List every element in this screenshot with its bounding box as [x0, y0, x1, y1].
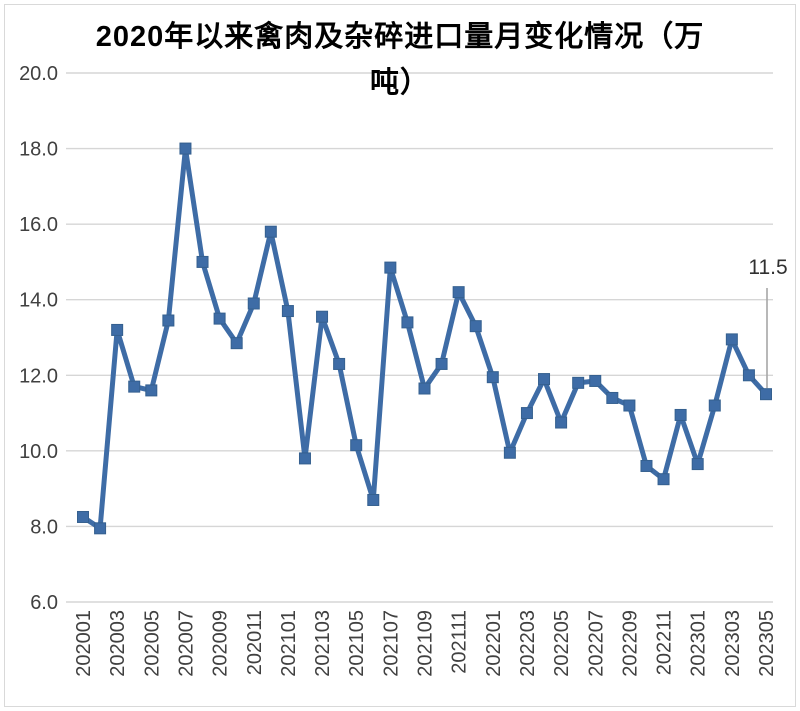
data-point-marker: [350, 439, 363, 452]
x-axis-label: 202301: [688, 610, 710, 677]
data-point-marker: [179, 142, 192, 155]
x-axis-label: 202003: [107, 610, 129, 677]
data-point-marker: [162, 314, 175, 327]
data-point-marker: [725, 333, 738, 346]
x-axis-label: 202001: [73, 610, 95, 677]
x-axis-label: 202303: [722, 610, 744, 677]
x-axis-label: 202211: [654, 610, 676, 675]
y-axis-label: 12.0: [19, 365, 58, 387]
data-point-marker: [691, 458, 704, 471]
data-point-marker: [538, 373, 551, 386]
x-axis-label: 202007: [175, 610, 197, 677]
y-axis-label: 10.0: [19, 441, 58, 463]
data-point-marker: [298, 452, 311, 465]
x-axis-label: 202111: [449, 610, 471, 674]
data-point-marker: [435, 357, 448, 370]
data-point-marker: [674, 408, 687, 421]
x-axis-label: 202207: [585, 610, 607, 677]
data-point-marker: [367, 493, 380, 506]
y-axis-label: 8.0: [30, 516, 58, 538]
y-axis-label: 16.0: [19, 214, 58, 236]
data-point-marker: [469, 320, 482, 333]
data-point-marker: [623, 399, 636, 412]
data-point-marker: [247, 297, 260, 310]
x-axis-label: 202205: [551, 610, 573, 677]
data-point-marker: [77, 510, 89, 523]
data-point-marker: [572, 376, 585, 389]
data-point-marker: [418, 382, 431, 395]
data-point-marker: [333, 357, 346, 370]
data-point-marker: [708, 399, 721, 412]
x-axis-label: 202009: [210, 610, 232, 677]
data-point-marker: [316, 310, 329, 323]
x-axis-label: 202011: [244, 610, 266, 675]
y-axis-label: 14.0: [19, 290, 58, 312]
x-axis-label: 202305: [756, 610, 778, 677]
y-axis-label: 18.0: [19, 139, 58, 161]
data-point-marker: [760, 388, 772, 401]
x-axis-label: 202203: [517, 610, 539, 677]
data-point-marker: [384, 261, 397, 274]
x-axis-label: 202201: [483, 610, 505, 677]
data-point-marker: [128, 380, 141, 393]
data-point-marker: [196, 255, 209, 268]
y-axis-label: 6.0: [30, 592, 58, 614]
data-point-marker: [657, 473, 670, 486]
x-axis-label: 202109: [415, 610, 437, 677]
data-point-marker: [401, 316, 414, 329]
x-axis-label: 202005: [141, 610, 163, 677]
x-axis-label: 202101: [278, 610, 300, 677]
data-point-marker: [452, 286, 465, 299]
data-point-marker: [145, 384, 158, 397]
x-axis-label: 202105: [346, 610, 368, 677]
data-point-marker: [486, 371, 499, 384]
data-point-marker: [503, 446, 516, 459]
x-axis-label: 202209: [619, 610, 641, 677]
data-point-marker: [230, 337, 243, 350]
data-point-marker: [555, 416, 568, 429]
data-point-marker: [520, 407, 533, 420]
data-point-marker: [640, 459, 653, 472]
data-point-marker: [281, 305, 294, 318]
x-axis-label: 202103: [312, 610, 334, 677]
series-line: [80, 146, 769, 531]
data-point-marker: [213, 312, 226, 325]
data-point-marker: [264, 225, 277, 238]
data-point-marker: [742, 369, 755, 382]
data-point-marker: [606, 391, 619, 404]
y-axis-label: 20.0: [19, 63, 58, 85]
data-point-marker: [111, 323, 124, 336]
data-point-marker: [94, 522, 107, 535]
x-axis-label: 202107: [380, 610, 402, 677]
data-point-marker: [589, 374, 602, 387]
